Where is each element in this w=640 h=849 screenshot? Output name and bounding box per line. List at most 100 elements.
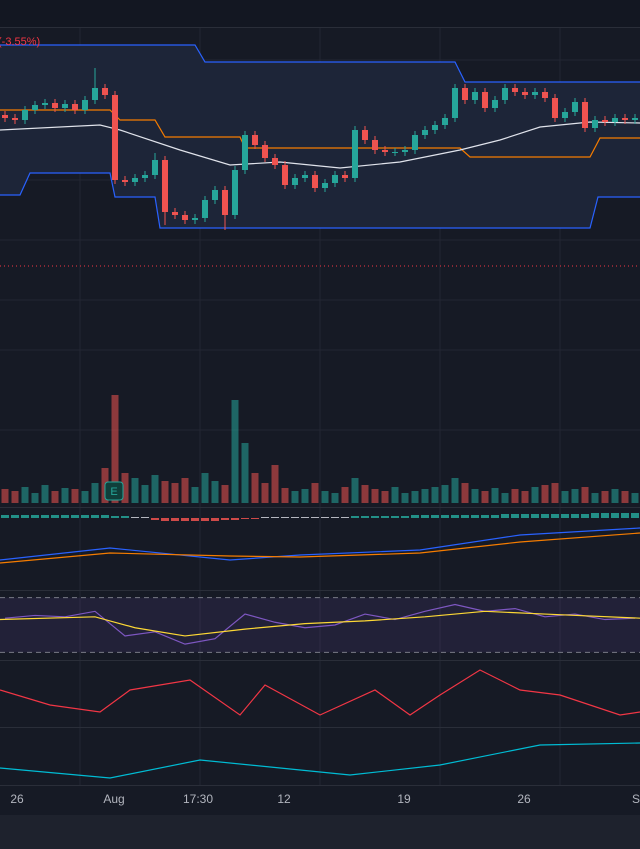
change-label: (-3.55%) <box>0 36 40 48</box>
volume-bar <box>431 487 439 503</box>
candle-body <box>382 150 388 152</box>
top-bar <box>0 0 640 27</box>
candle-body <box>82 100 88 110</box>
volume-bar <box>141 485 149 503</box>
volume-bar <box>271 465 279 503</box>
volume-bar <box>121 473 129 503</box>
candle-body <box>272 158 278 165</box>
volume-bar <box>391 487 399 503</box>
histogram-bar <box>521 514 529 518</box>
bottom-bar <box>0 815 640 849</box>
histogram-bar <box>11 515 19 518</box>
candle-body <box>162 160 168 212</box>
candle-body <box>282 165 288 185</box>
histogram-bar <box>171 518 179 521</box>
histogram-bar <box>411 515 419 518</box>
candle-body <box>42 103 48 105</box>
rsi-band <box>0 597 640 653</box>
volume-bar <box>31 493 39 503</box>
candle-body <box>322 183 328 188</box>
volume-bar <box>361 485 369 503</box>
histogram-bar <box>161 518 169 521</box>
histogram-bar <box>351 516 359 518</box>
candle-body <box>472 92 478 100</box>
histogram-bar <box>101 515 109 518</box>
volume-bar <box>551 483 559 503</box>
histogram-bar <box>561 514 569 518</box>
trend-line <box>0 742 640 779</box>
candle-body <box>422 130 428 135</box>
candle-body <box>112 95 118 180</box>
earnings-marker <box>104 481 124 501</box>
histogram-bar <box>261 517 269 518</box>
histogram-bar <box>211 518 219 521</box>
volume-bar <box>151 475 159 503</box>
candle-body <box>292 178 298 185</box>
volume-bar <box>351 478 359 503</box>
candle-body <box>232 170 238 215</box>
volume-bar <box>401 493 409 503</box>
candle-body <box>52 103 58 108</box>
fast-average <box>0 527 640 561</box>
moving-average <box>0 121 640 169</box>
candle-body <box>352 130 358 178</box>
volume-bar <box>381 491 389 503</box>
volume-bar <box>171 483 179 503</box>
channel-fill <box>0 45 640 228</box>
histogram-bar <box>461 515 469 518</box>
histogram-bar <box>231 518 239 520</box>
x-tick-label: Aug <box>103 792 124 806</box>
candle-body <box>372 140 378 150</box>
candle-body <box>32 105 38 110</box>
histogram-bar <box>531 514 539 518</box>
histogram-bar <box>131 517 139 518</box>
candle-body <box>542 92 548 98</box>
histogram-bar <box>331 517 339 518</box>
histogram-bar <box>511 514 519 518</box>
volume-bar <box>631 493 639 503</box>
histogram-bar <box>321 517 329 518</box>
candle-body <box>522 92 528 95</box>
volume-bar <box>211 481 219 503</box>
volume-bar <box>251 473 259 503</box>
candle-body <box>502 88 508 100</box>
histogram-bar <box>51 515 59 518</box>
volume-bar <box>11 491 19 503</box>
volume-bar <box>321 491 329 503</box>
earnings-label: E <box>110 486 117 498</box>
volume-bar <box>91 483 99 503</box>
candle-body <box>72 104 78 110</box>
histogram-bar <box>181 518 189 521</box>
candle-body <box>332 175 338 183</box>
volume-bar <box>561 491 569 503</box>
volume-bar <box>591 493 599 503</box>
candle-body <box>512 88 518 92</box>
candle-body <box>152 160 158 175</box>
histogram-bar <box>41 515 49 518</box>
oscillator-line <box>0 669 640 716</box>
histogram-bar <box>21 515 29 518</box>
volume-bar <box>1 489 9 503</box>
candle-body <box>312 175 318 188</box>
candle-body <box>262 145 268 158</box>
histogram-bar <box>311 517 319 518</box>
histogram-bar <box>501 514 509 518</box>
volume-bar <box>531 487 539 503</box>
histogram-bar <box>621 513 629 518</box>
volume-bar <box>291 491 299 503</box>
candle-body <box>242 135 248 170</box>
candle-body <box>462 88 468 100</box>
lower-band <box>0 172 640 229</box>
volume-bar <box>371 489 379 503</box>
candle-body <box>302 175 308 178</box>
histogram-bar <box>391 516 399 518</box>
volume-bar <box>311 483 319 503</box>
x-tick-label: 12 <box>277 792 291 806</box>
histogram-bar <box>591 513 599 518</box>
candle-body <box>342 175 348 178</box>
volume-bar <box>301 489 309 503</box>
candle-body <box>412 135 418 150</box>
volume-bar <box>181 478 189 503</box>
volume-bar <box>41 485 49 503</box>
candle-body <box>432 125 438 130</box>
